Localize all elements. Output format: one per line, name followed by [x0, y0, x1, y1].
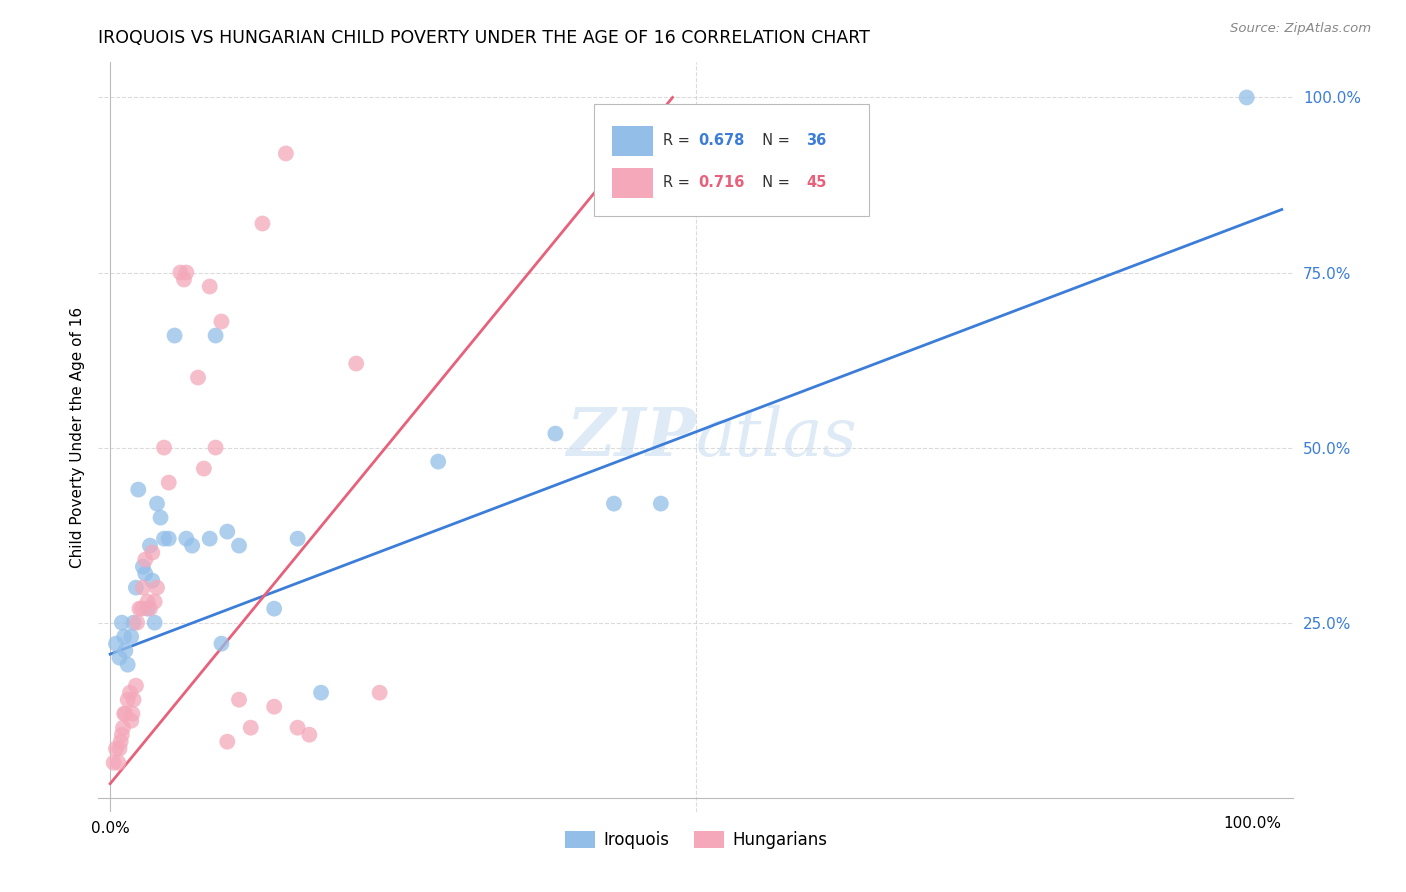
Point — [544, 426, 567, 441]
Point — [163, 328, 186, 343]
Point — [105, 637, 128, 651]
Point — [108, 650, 131, 665]
Point — [131, 601, 153, 615]
Point — [112, 721, 135, 735]
Point — [121, 706, 143, 721]
FancyBboxPatch shape — [595, 103, 869, 216]
Text: 100.0%: 100.0% — [1223, 816, 1282, 831]
Point — [298, 728, 321, 742]
Point — [127, 615, 149, 630]
Point — [132, 559, 155, 574]
FancyBboxPatch shape — [613, 168, 652, 198]
Point — [228, 692, 250, 706]
Text: atlas: atlas — [696, 404, 858, 470]
Text: Source: ZipAtlas.com: Source: ZipAtlas.com — [1230, 22, 1371, 36]
Point — [125, 679, 148, 693]
Point — [274, 146, 297, 161]
Y-axis label: Child Poverty Under the Age of 16: Child Poverty Under the Age of 16 — [69, 307, 84, 567]
Point — [143, 594, 166, 608]
Point — [132, 581, 155, 595]
Point — [120, 714, 142, 728]
Point — [108, 741, 131, 756]
Point — [228, 539, 250, 553]
Point — [136, 594, 159, 608]
Text: R =: R = — [662, 176, 695, 190]
Point — [139, 539, 162, 553]
Text: ZIP: ZIP — [567, 405, 696, 469]
Point — [134, 552, 156, 566]
Point — [287, 721, 309, 735]
Point — [174, 532, 197, 546]
Point — [193, 461, 215, 475]
Text: 0.678: 0.678 — [699, 134, 745, 148]
Point — [173, 272, 195, 286]
Point — [146, 497, 169, 511]
Point — [111, 728, 134, 742]
Point — [263, 699, 285, 714]
Legend: Iroquois, Hungarians: Iroquois, Hungarians — [558, 824, 834, 855]
Point — [149, 510, 172, 524]
Point — [153, 441, 176, 455]
Point — [263, 601, 285, 615]
Point — [344, 357, 367, 371]
Point — [153, 532, 176, 546]
Point — [117, 692, 139, 706]
Point — [204, 328, 226, 343]
Point — [198, 279, 221, 293]
Point — [120, 630, 142, 644]
Point — [117, 657, 139, 672]
Point — [217, 524, 239, 539]
Point — [146, 581, 169, 595]
Point — [252, 217, 274, 231]
Point — [120, 686, 141, 700]
FancyBboxPatch shape — [613, 126, 652, 156]
Point — [239, 721, 262, 735]
Point — [157, 532, 180, 546]
Text: 45: 45 — [806, 176, 827, 190]
Point — [112, 706, 135, 721]
Point — [105, 741, 128, 756]
Point — [127, 483, 149, 497]
Point — [187, 370, 209, 384]
Point — [198, 532, 221, 546]
Point — [287, 532, 309, 546]
Point — [141, 574, 163, 588]
Text: N =: N = — [754, 176, 794, 190]
Text: N =: N = — [754, 134, 794, 148]
Point — [110, 734, 132, 748]
Point — [114, 643, 136, 657]
Point — [204, 441, 226, 455]
Point — [427, 454, 450, 468]
Point — [139, 601, 162, 615]
Point — [114, 706, 136, 721]
Text: 36: 36 — [806, 134, 827, 148]
Text: R =: R = — [662, 134, 695, 148]
Point — [1236, 90, 1258, 104]
Point — [211, 314, 233, 328]
Point — [368, 686, 391, 700]
Point — [134, 566, 156, 581]
Point — [112, 630, 135, 644]
Point — [122, 692, 145, 706]
Point — [211, 637, 233, 651]
Point — [141, 546, 163, 560]
Point — [174, 266, 197, 280]
Point — [125, 581, 148, 595]
Point — [157, 475, 180, 490]
Point — [107, 756, 129, 770]
Point — [181, 539, 204, 553]
Point — [122, 615, 145, 630]
Point — [169, 266, 191, 280]
Point — [143, 615, 166, 630]
Point — [136, 601, 159, 615]
Point — [309, 686, 332, 700]
Point — [650, 497, 672, 511]
Point — [128, 601, 150, 615]
Text: 0.716: 0.716 — [699, 176, 745, 190]
Point — [103, 756, 125, 770]
Point — [217, 734, 239, 748]
Point — [603, 497, 626, 511]
Point — [111, 615, 134, 630]
Text: IROQUOIS VS HUNGARIAN CHILD POVERTY UNDER THE AGE OF 16 CORRELATION CHART: IROQUOIS VS HUNGARIAN CHILD POVERTY UNDE… — [98, 29, 870, 47]
